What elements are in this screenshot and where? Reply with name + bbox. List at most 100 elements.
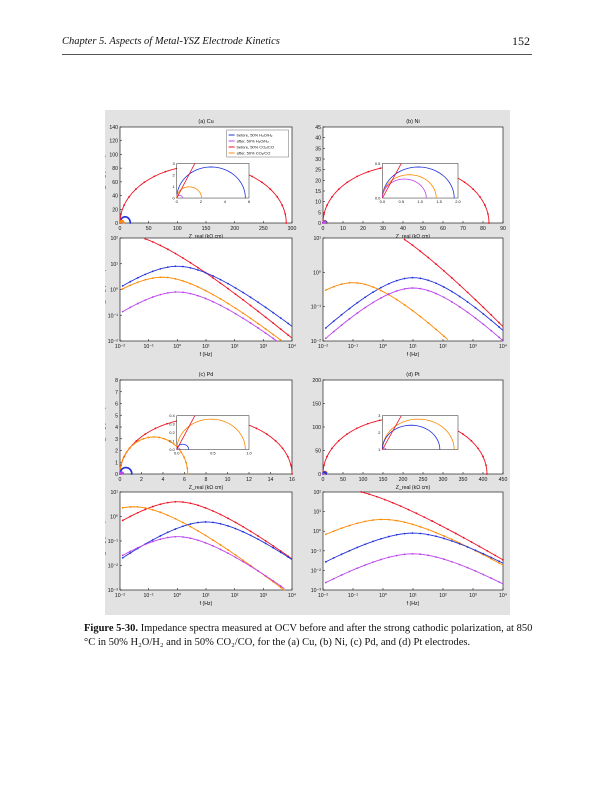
series-0-marker <box>346 181 349 184</box>
series-1-marker <box>227 549 229 551</box>
series-2-marker <box>219 298 222 300</box>
series-2-marker <box>136 281 139 284</box>
y-tick-label: 10⁰ <box>313 529 321 535</box>
x-tick-label: 30 <box>380 226 386 232</box>
y-tick-label: 100 <box>109 152 118 158</box>
series-1-marker <box>142 437 145 440</box>
x-tick-label: 10⁻¹ <box>144 593 155 599</box>
x-tick-label: 150 <box>202 226 211 232</box>
x-tick-label: 10⁴ <box>288 344 296 350</box>
y-tick-label: 45 <box>315 125 321 131</box>
series-1-marker <box>125 451 128 454</box>
series-2-marker <box>219 522 222 525</box>
series-0-marker <box>435 263 437 266</box>
x-tick-label: 300 <box>439 477 448 483</box>
series-1-marker <box>348 524 351 527</box>
series-1-marker <box>380 518 382 521</box>
series-0-marker <box>419 250 422 253</box>
series-1-marker <box>151 508 154 511</box>
series-0-marker <box>151 505 154 508</box>
inset-series-0 <box>176 418 246 450</box>
y-axis-label: −Z_imag (kΩ cm) <box>105 521 107 561</box>
x-tick-label: 10¹ <box>202 593 210 599</box>
series-1-marker <box>166 514 169 517</box>
series-1-marker <box>372 291 374 294</box>
plot-area <box>322 491 504 591</box>
series-0-marker <box>366 422 369 425</box>
series-2-marker <box>340 283 343 286</box>
x-tick-label: 100 <box>173 226 182 232</box>
series-3-marker <box>482 323 485 326</box>
series-0-marker <box>197 266 199 269</box>
series-3-marker <box>219 304 222 307</box>
series-0-marker <box>286 455 289 458</box>
series-0-marker <box>379 167 382 170</box>
series-0-marker <box>219 282 222 285</box>
inset-box <box>176 163 250 199</box>
x-tick-label: 90 <box>500 226 506 232</box>
x-tick-label: 250 <box>259 226 268 232</box>
y-tick-label: 10⁻¹ <box>311 305 322 311</box>
series-0-marker <box>482 455 484 458</box>
chart-3: 0 50 100 150 200 250 300 350 400 450 0 50 100 150 200 (… <box>312 372 507 491</box>
x-tick-label: 6 <box>183 477 186 483</box>
y-tick-label: 25 <box>315 168 321 174</box>
series-2-marker <box>227 302 229 305</box>
series-3-marker <box>380 297 382 299</box>
x-tick-label: 14 <box>268 477 274 483</box>
series-2-marker <box>427 533 430 536</box>
series-1-marker <box>129 446 131 449</box>
y-axis-label: −Z_imag (kΩ cm) <box>105 269 107 309</box>
series-1-marker <box>181 265 184 268</box>
inset-series-2 <box>176 186 202 199</box>
series-2-marker <box>269 188 272 191</box>
series-3-marker <box>219 548 222 551</box>
y-tick-label: 200 <box>312 378 321 384</box>
series-1-marker <box>166 266 169 269</box>
series-2-marker <box>189 523 192 525</box>
series-3-marker <box>474 570 477 572</box>
series-0-marker <box>264 316 267 319</box>
series-0-marker <box>337 439 340 442</box>
x-tick-label: 10⁰ <box>379 344 387 350</box>
series-0-marker <box>478 545 481 548</box>
series-2-marker <box>159 276 162 279</box>
series-0-marker <box>264 540 267 542</box>
x-tick-label: 10⁴ <box>288 593 296 599</box>
x-tick-label: 4 <box>162 477 165 483</box>
series-1-marker <box>450 538 453 541</box>
inset-x-tick-label: 0.0 <box>380 199 386 204</box>
chart-6: 10⁻² 10⁻¹ 10⁰ 10¹ 10² 10³ 10⁴10⁻³10⁻²10⁻¹10⁰10… <box>105 490 296 607</box>
x-tick-label: 100 <box>359 477 368 483</box>
series-1-marker <box>427 528 430 531</box>
series-1-marker <box>466 301 469 303</box>
series-3-marker <box>427 554 430 557</box>
y-tick-label: 10¹ <box>111 490 119 496</box>
series-3-marker <box>227 308 229 311</box>
series-2-marker <box>264 328 267 330</box>
series-1-marker <box>411 523 414 526</box>
series-1-marker <box>163 437 166 440</box>
series-1-marker <box>174 265 177 268</box>
series-1-marker <box>403 521 406 524</box>
series-1-marker <box>133 443 135 445</box>
series-1-marker <box>403 277 406 280</box>
series-2-marker <box>372 540 374 543</box>
series-2-marker <box>166 276 169 279</box>
series-0-marker <box>367 170 370 173</box>
y-tick-label: 5 <box>318 210 321 216</box>
series-2-marker <box>121 556 124 559</box>
series-1-marker <box>279 317 282 319</box>
series-3-marker <box>249 565 252 568</box>
series-3-marker <box>443 296 445 299</box>
series-2-marker <box>121 287 124 290</box>
series-0-marker <box>487 213 489 215</box>
series-3-marker <box>372 561 374 564</box>
series-0-marker <box>144 508 147 511</box>
series-1-marker <box>340 313 343 316</box>
series-3-marker <box>272 337 275 340</box>
series-3-marker <box>340 574 343 576</box>
series-3-marker <box>136 302 139 305</box>
inset-y-tick-label: 0.3 <box>169 422 175 427</box>
